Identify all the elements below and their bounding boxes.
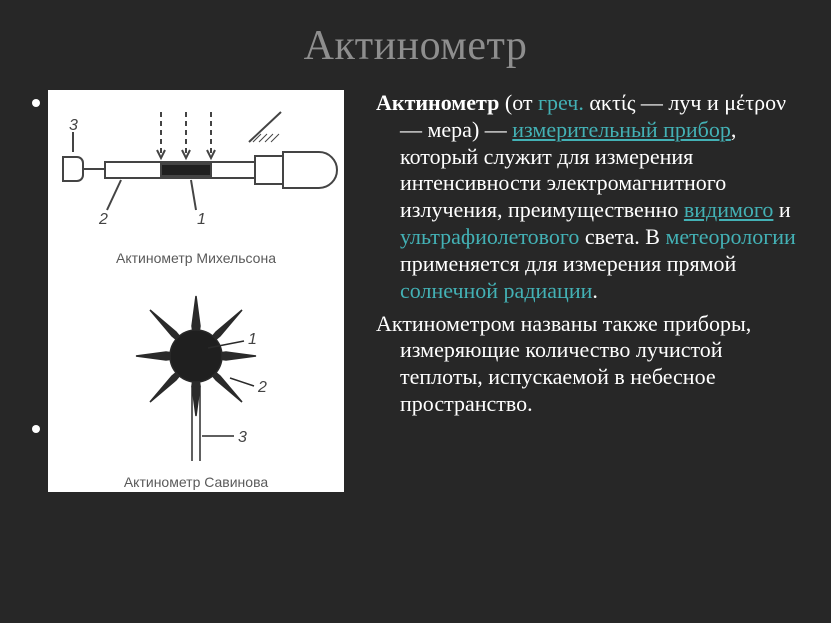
diagram-caption-top: Актинометр Михельсона [116,250,276,266]
text-column: Актинометр (от греч. ακτίς — луч и μέτρο… [344,90,807,492]
label-1: 1 [197,211,206,228]
diagram-michelson: 1 2 3 Актинометр Михельсона [48,102,344,266]
label-1: 1 [248,331,257,348]
label-3: 3 [238,429,247,446]
diagram-savinov: 1 2 3 Актинометр Савинова [48,286,344,490]
link-greek[interactable]: греч. [538,90,584,115]
bullet-icon [32,99,40,107]
link-solar-radiation[interactable]: солнечной радиации [400,278,592,303]
bullet-icon [32,425,40,433]
content-area: 1 2 3 Актинометр Михельсона [48,90,807,492]
link-visible[interactable]: видимого [684,197,774,222]
label-2: 2 [257,379,267,396]
link-meteorology[interactable]: метеорологии [665,224,795,249]
diagram-caption-bottom: Актинометр Савинова [124,474,268,490]
link-measuring-device[interactable]: измерительный прибор [512,117,731,142]
illustration-panel: 1 2 3 Актинометр Михельсона [48,90,344,492]
slide-title: Актинометр [0,0,831,70]
paragraph-secondary: Актинометром названы также приборы, изме… [358,311,807,418]
label-3: 3 [69,117,78,134]
actinometer-savinov-icon: 1 2 3 [96,286,296,466]
actinometer-michelson-icon: 1 2 3 [51,102,341,242]
label-2: 2 [98,211,108,228]
paragraph-definition: Актинометр (от греч. ακτίς — луч и μέτρο… [358,90,807,305]
link-ultraviolet[interactable]: ультрафиолетового [400,224,579,249]
term-bold: Актинометр [376,90,499,115]
